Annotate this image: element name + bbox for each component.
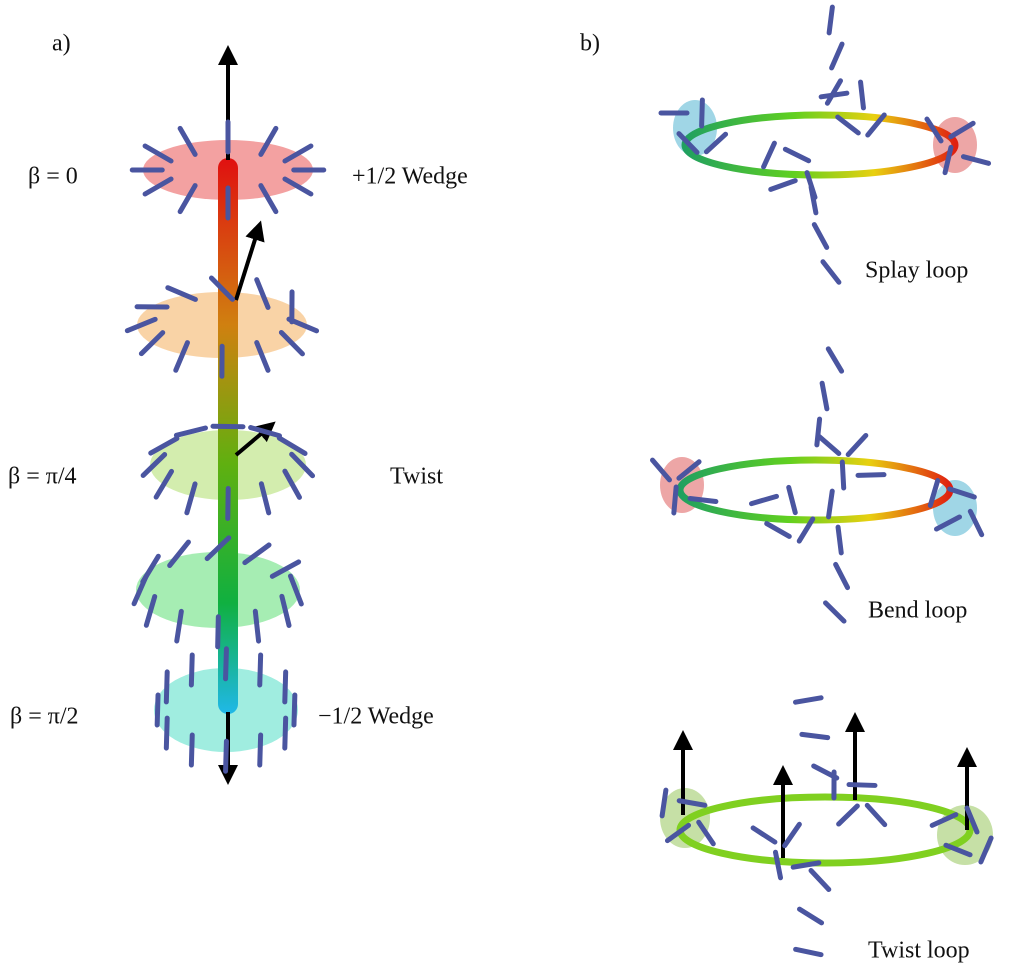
director-rod	[753, 828, 775, 842]
director-rod	[789, 487, 796, 512]
defect-label: −1/2 Wedge	[318, 704, 434, 730]
director-rod	[796, 949, 821, 954]
director-rod	[785, 149, 808, 161]
director-rod	[255, 611, 258, 641]
director-rod	[817, 419, 820, 445]
defect-label: +1/2 Wedge	[352, 164, 468, 190]
beta-label: β = π/2	[10, 704, 79, 730]
director-rod	[802, 734, 828, 737]
panel-label: b)	[580, 31, 600, 57]
director-rod	[702, 100, 703, 126]
director-rod	[218, 617, 219, 647]
director-rod	[166, 718, 167, 748]
director-rod	[260, 735, 261, 765]
director-rod	[226, 741, 227, 771]
director-rod	[191, 735, 192, 765]
director-rod	[285, 672, 286, 702]
director-rod	[839, 806, 858, 824]
director-rod	[823, 262, 839, 283]
director-rod	[767, 524, 790, 537]
director-rod	[166, 672, 167, 702]
splay-loop	[685, 115, 955, 175]
director-rod	[785, 824, 800, 845]
director-rod	[849, 785, 875, 786]
director-rod	[157, 695, 158, 725]
director-rod	[828, 349, 841, 371]
director-rod	[861, 82, 864, 108]
director-rod	[260, 655, 261, 685]
beta-label: β = π/4	[8, 464, 77, 490]
director-rod	[285, 718, 286, 748]
twist-loop	[680, 797, 970, 863]
director-rod	[819, 436, 839, 453]
disks	[136, 100, 993, 865]
director-rod	[838, 527, 841, 553]
director-rod	[771, 181, 795, 190]
defect-line	[218, 158, 238, 714]
director-rod	[799, 909, 821, 923]
loop-label: Splay loop	[865, 258, 968, 284]
figure: a) b) β = 0 β = π/4 β = π/2 +1/2 Wedge T…	[0, 0, 1013, 968]
director-rod	[858, 475, 884, 476]
director-rod	[848, 435, 866, 454]
director-rod	[842, 462, 843, 488]
director-rod	[811, 871, 829, 890]
defect-label: Twist	[390, 464, 443, 490]
director-rod	[294, 695, 295, 725]
loop-label: Twist loop	[868, 938, 970, 964]
director-rod	[690, 498, 716, 501]
director-rod	[674, 487, 676, 513]
director-rod	[795, 698, 821, 702]
director-rod	[826, 603, 844, 621]
director-rod	[814, 225, 826, 248]
twist-arrows	[683, 722, 967, 858]
director-rod	[829, 491, 833, 517]
director-rod	[836, 564, 848, 587]
director-rod	[867, 805, 884, 824]
bend-loop	[680, 460, 950, 520]
director-rod	[226, 649, 227, 679]
director-rod	[764, 143, 775, 167]
director-rod	[832, 44, 842, 68]
director-rod	[821, 93, 847, 97]
director-rod	[775, 852, 780, 878]
director-rod	[191, 655, 192, 685]
director-rod	[752, 496, 777, 503]
loop-label: Bend loop	[868, 598, 967, 624]
arrow	[236, 230, 258, 300]
director-rod	[822, 383, 827, 409]
beta-label: β = 0	[28, 164, 78, 190]
director-rod	[829, 7, 832, 33]
panel-label: a)	[52, 31, 71, 57]
